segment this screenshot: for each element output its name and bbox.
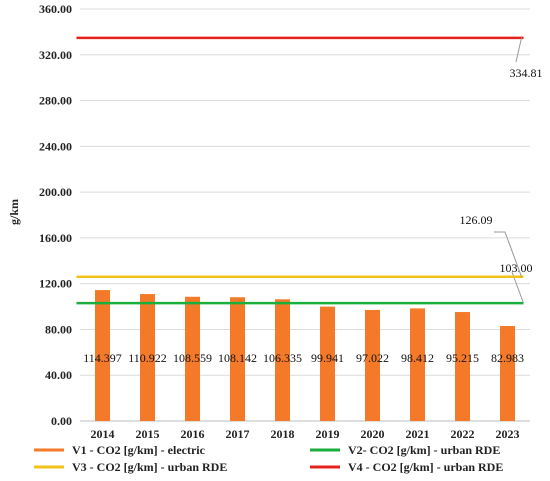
bar-value-label: 114.397 [83, 351, 122, 365]
x-axis-ticks: 2014 2015 2016 2017 2018 2019 2020 2021 2022 2023 [91, 427, 520, 441]
bar-value-label: 108.559 [173, 351, 212, 365]
bars [95, 290, 515, 421]
bar-2014 [95, 290, 110, 421]
leader-line [515, 37, 522, 63]
y-tick-label: 160.00 [39, 231, 72, 245]
bar-value-label: 98.412 [401, 351, 434, 365]
line-value-label: 126.09 [460, 213, 493, 227]
legend-label: V3 - CO2 [g/km] - urban RDE [72, 460, 227, 474]
y-tick-label: 320.00 [39, 48, 72, 62]
x-tick-label: 2014 [91, 427, 115, 441]
bar-value-label: 99.941 [311, 351, 344, 365]
x-tick-label: 2019 [316, 427, 340, 441]
y-axis-label: g/km [7, 199, 21, 225]
line-value-label: 334.81 [510, 66, 543, 80]
y-tick-label: 240.00 [39, 139, 72, 153]
y-tick-label: 360.00 [39, 2, 72, 16]
x-tick-label: 2023 [496, 427, 520, 441]
x-tick-label: 2022 [451, 427, 475, 441]
bar-2016 [185, 296, 200, 421]
x-tick-label: 2017 [226, 427, 250, 441]
bar-2018 [275, 299, 290, 421]
bar-2023 [500, 326, 515, 421]
bar-value-label: 82.983 [491, 351, 524, 365]
bar-2017 [230, 297, 245, 421]
x-tick-label: 2021 [406, 427, 430, 441]
bar-value-label: 108.142 [218, 351, 257, 365]
bar-value-label: 97.022 [356, 351, 389, 365]
y-axis-ticks: 0.00 40.00 80.00 120.00 160.00 200.00 240.00 28… [39, 2, 72, 428]
y-tick-label: 40.00 [45, 368, 72, 382]
x-tick-label: 2016 [181, 427, 205, 441]
bar-2021 [410, 308, 425, 421]
bar-2022 [455, 312, 470, 421]
legend-label: V1 - CO2 [g/km] - electric [72, 443, 206, 457]
x-tick-label: 2015 [136, 427, 160, 441]
x-tick-label: 2020 [361, 427, 385, 441]
y-tick-label: 280.00 [39, 94, 72, 108]
bar-labels: 114.397 110.922 108.559 108.142 106.335 99.94… [83, 351, 524, 365]
x-tick-label: 2018 [271, 427, 295, 441]
bar-value-label: 95.215 [446, 351, 479, 365]
y-tick-label: 120.00 [39, 277, 72, 291]
bar-value-label: 110.922 [128, 351, 167, 365]
bar-2015 [140, 294, 155, 421]
y-tick-label: 80.00 [45, 322, 72, 336]
bar-2020 [365, 309, 380, 421]
legend-label: V4 - CO2 [g/km] - urban RDE [348, 460, 503, 474]
legend: V1 - CO2 [g/km] - electric V2- CO2 [g/km]… [34, 443, 503, 474]
y-tick-label: 200.00 [39, 185, 72, 199]
y-tick-label: 0.00 [51, 414, 72, 428]
bar-2019 [320, 306, 335, 421]
bar-value-label: 106.335 [263, 351, 302, 365]
reference-lines: 103.00 126.09 334.81 [76, 36, 543, 305]
line-value-label: 103.00 [500, 261, 533, 275]
legend-label: V2- CO2 [g/km] - urban RDE [348, 443, 500, 457]
leader-line [494, 231, 522, 277]
